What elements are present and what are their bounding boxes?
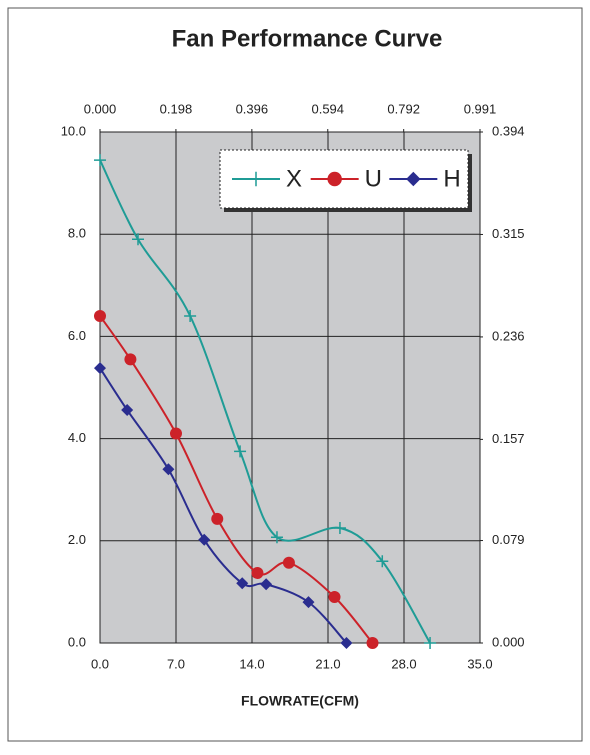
y-tick-label: 6.0 xyxy=(68,328,86,343)
legend-label: H xyxy=(443,165,460,192)
series-line xyxy=(99,367,348,644)
marker xyxy=(328,591,341,604)
x-axis-label: FLOWRATE(CFM) xyxy=(241,693,359,709)
x-tick-label: 0.0 xyxy=(91,656,109,671)
y-tick-label: 10.0 xyxy=(61,123,86,138)
marker xyxy=(211,512,224,525)
marker xyxy=(184,309,197,322)
x2-tick-label: 0.198 xyxy=(160,101,193,116)
marker xyxy=(376,555,389,568)
series-line xyxy=(99,315,374,644)
marker xyxy=(198,533,211,546)
x2-tick-label: 0.396 xyxy=(236,101,269,116)
x2-tick-label: 0.792 xyxy=(387,101,420,116)
marker xyxy=(170,427,182,440)
y-tick-label: 4.0 xyxy=(68,430,86,445)
y2-tick-label: 0.236 xyxy=(492,328,525,343)
marker xyxy=(162,463,175,476)
y2-tick-label: 0.000 xyxy=(492,634,525,649)
legend-label: U xyxy=(365,165,382,192)
x-tick-label: 14.0 xyxy=(239,656,264,671)
marker xyxy=(251,566,264,579)
y2-tick-label: 0.157 xyxy=(492,431,525,446)
marker xyxy=(406,171,421,187)
marker xyxy=(302,596,315,609)
y2-tick-label: 0.394 xyxy=(492,123,525,138)
marker xyxy=(424,637,437,649)
marker xyxy=(260,578,273,591)
marker xyxy=(94,362,106,375)
marker xyxy=(234,445,247,458)
marker xyxy=(132,233,144,246)
marker xyxy=(282,556,295,569)
marker xyxy=(340,637,353,649)
y-tick-label: 2.0 xyxy=(68,532,86,547)
x2-tick-label: 0.000 xyxy=(84,101,117,116)
x-tick-label: 35.0 xyxy=(467,656,492,671)
x2-tick-label: 0.594 xyxy=(311,101,344,116)
marker xyxy=(366,637,379,649)
marker xyxy=(121,403,134,416)
x-tick-label: 28.0 xyxy=(391,656,416,671)
marker xyxy=(333,522,346,535)
marker xyxy=(248,171,264,187)
legend-label: X xyxy=(286,165,302,192)
y-tick-label: 8.0 xyxy=(68,226,86,241)
x-tick-label: 7.0 xyxy=(167,656,185,671)
marker xyxy=(327,171,342,187)
marker xyxy=(124,353,137,366)
x2-tick-label: 0.991 xyxy=(464,101,497,116)
y2-tick-label: 0.315 xyxy=(492,226,525,241)
y-tick-label: 0.0 xyxy=(68,634,86,649)
marker xyxy=(270,531,283,544)
marker xyxy=(236,577,249,590)
marker xyxy=(94,154,106,167)
series-line xyxy=(99,159,431,644)
y2-tick-label: 0.079 xyxy=(492,532,525,547)
x-tick-label: 21.0 xyxy=(315,656,340,671)
chart-title: Fan Performance Curve xyxy=(172,25,443,52)
marker xyxy=(94,309,106,322)
